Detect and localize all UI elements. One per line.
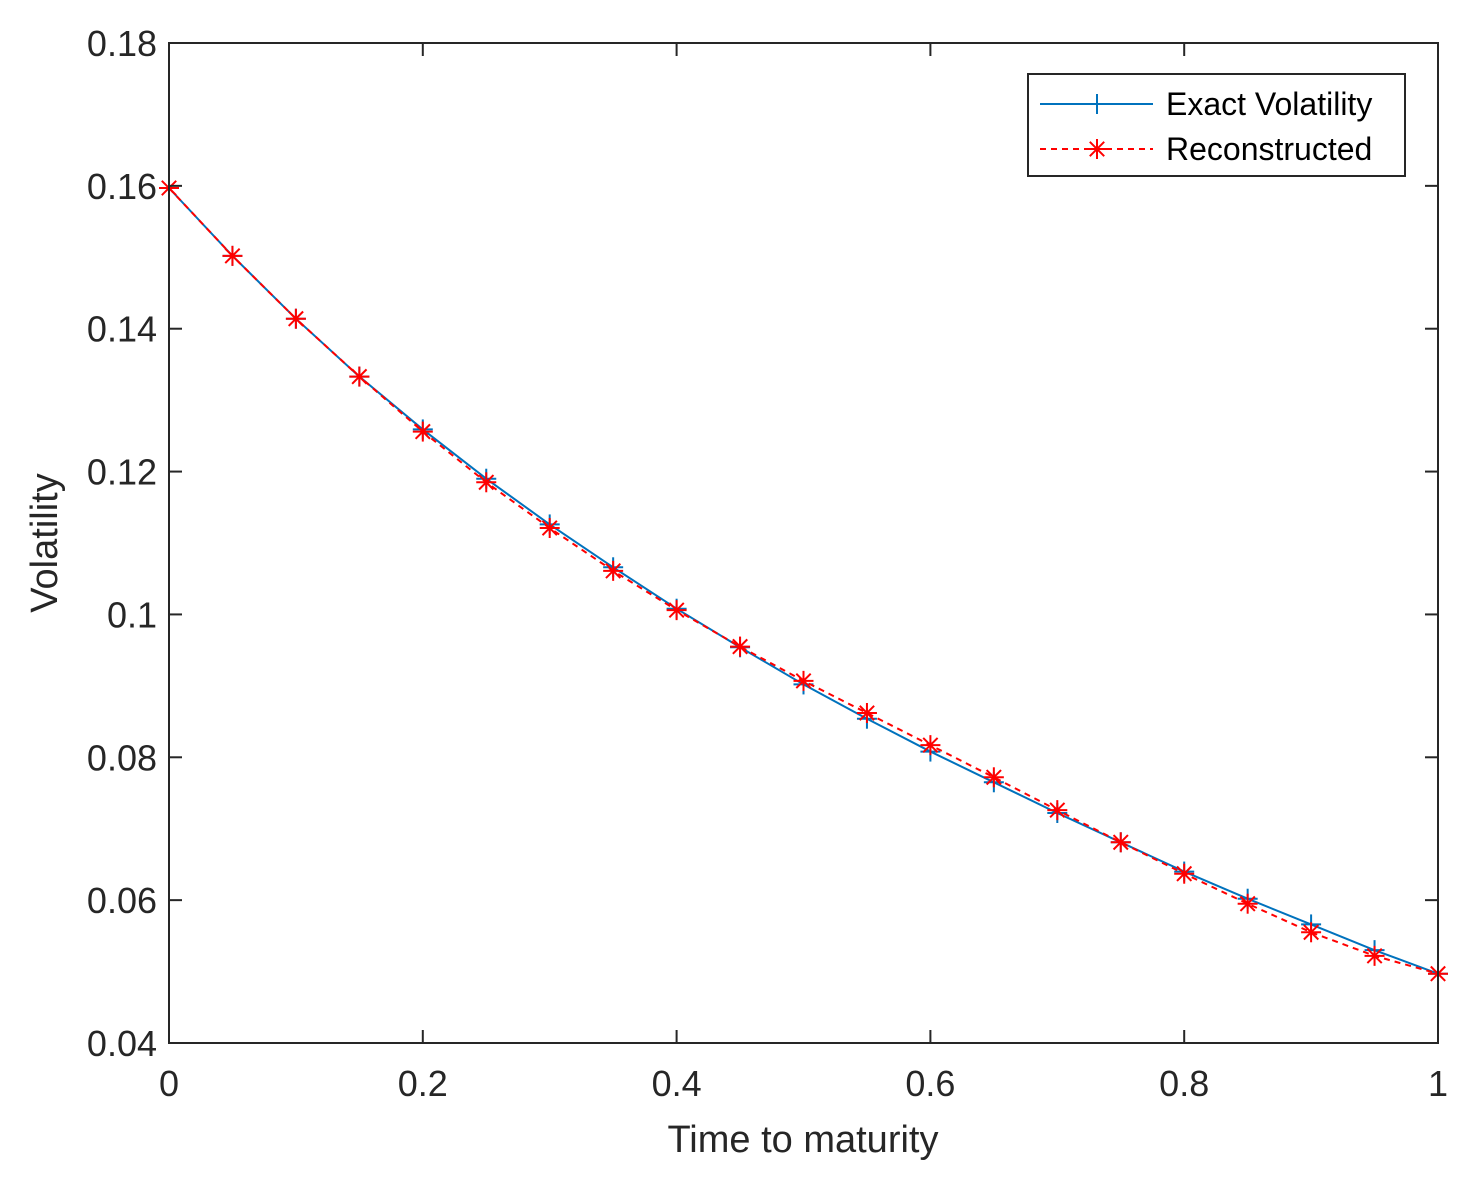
- y-tick-label: 0.18: [87, 23, 157, 64]
- tick-layer: 0 0.2 0.4 0.6 0.8 1 0.04 0.06 0.08 0.1 0.12 0.14 0.1…: [87, 23, 1448, 1104]
- series-2-marker: [349, 366, 370, 387]
- series-2-marker: [983, 767, 1004, 788]
- y-tick-label: 0.06: [87, 880, 157, 921]
- series-2-marker: [920, 735, 941, 756]
- series-2-marker: [222, 245, 243, 266]
- series-2-marker: [793, 670, 814, 691]
- series-2-marker: [730, 636, 751, 657]
- legend-marker-1: [1087, 94, 1107, 114]
- series-2-marker: [856, 703, 877, 723]
- x-tick-label: 0.4: [652, 1063, 702, 1104]
- series-2-marker: [1301, 922, 1322, 943]
- series-2-marker: [476, 472, 497, 493]
- x-tick-label: 0.2: [398, 1063, 448, 1104]
- plot-frame: [168, 42, 1439, 1044]
- x-tick-label: 1: [1428, 1063, 1448, 1104]
- x-axis-label: Time to maturity: [668, 1119, 939, 1161]
- legend-box: [1027, 73, 1406, 177]
- y-tick-label: 0.14: [87, 309, 157, 350]
- y-tick-label: 0.16: [87, 166, 157, 207]
- legend-label-1: Exact Volatility: [1166, 86, 1372, 122]
- series-layer: [159, 178, 1448, 984]
- x-tick-label: 0: [159, 1063, 179, 1104]
- series-2-marker: [539, 518, 560, 538]
- x-tick-label: 0.6: [905, 1063, 955, 1104]
- series-2-marker: [666, 600, 687, 621]
- series-2-marker: [285, 308, 306, 329]
- legend: Exact Volatility Reconstructed: [1027, 73, 1406, 177]
- series-2-marker: [1174, 863, 1195, 884]
- series-2-marker: [1110, 832, 1131, 853]
- legend-marker-2: [1087, 139, 1107, 159]
- series-2-marker: [1047, 800, 1068, 821]
- series-2-marker: [412, 421, 433, 442]
- series-2-marker: [1364, 945, 1385, 966]
- series-2-marker: [1237, 893, 1258, 914]
- y-tick-label: 0.08: [87, 737, 157, 778]
- y-tick-label: 0.04: [87, 1023, 157, 1064]
- series-2-marker: [603, 560, 624, 581]
- y-tick-label: 0.12: [87, 452, 157, 493]
- legend-label-2: Reconstructed: [1166, 131, 1372, 167]
- y-tick-label: 0.1: [107, 594, 157, 635]
- y-axis-label: Volatility: [24, 473, 66, 612]
- legend-entries: Exact Volatility Reconstructed: [1040, 86, 1372, 167]
- plot-area: [169, 43, 1438, 1043]
- x-tick-label: 0.8: [1159, 1063, 1209, 1104]
